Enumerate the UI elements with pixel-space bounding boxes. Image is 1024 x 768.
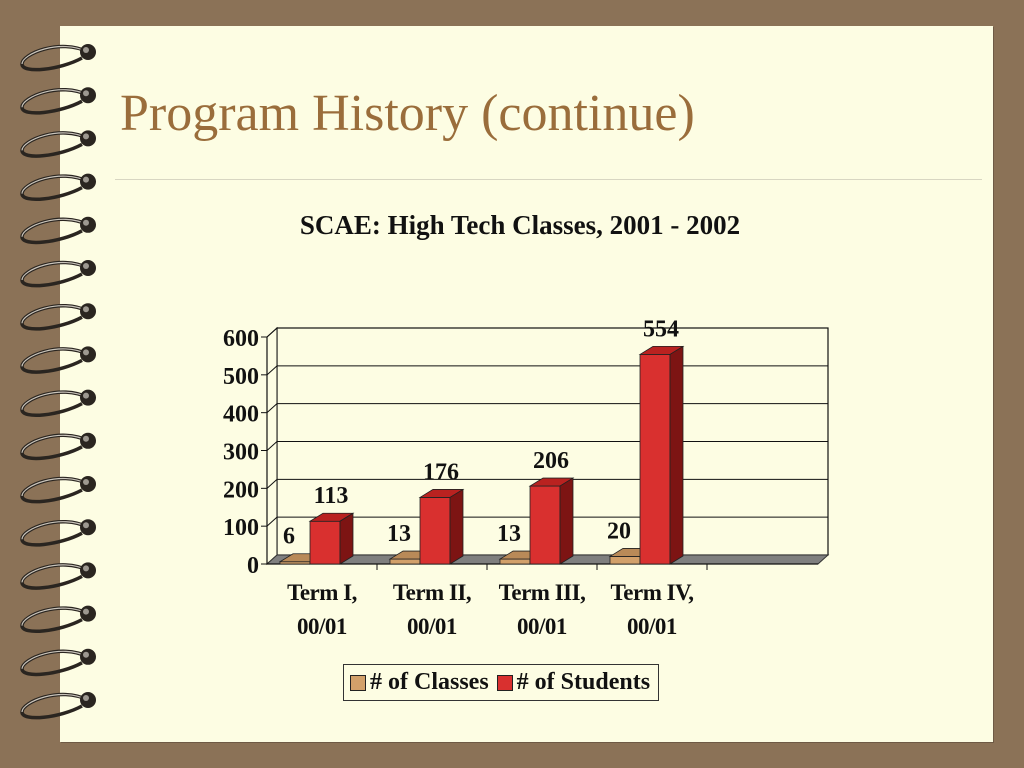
gridline-side <box>266 441 278 451</box>
data-label: 554 <box>643 316 679 342</box>
x-tick-label: Term III, 00/01 <box>499 580 586 639</box>
y-tick-label: 400 <box>223 402 259 428</box>
plot-area: 0 100 200 300 400 500 600 Term I, 00/01 6 113 Term … <box>223 316 830 639</box>
gridline-side <box>266 478 278 489</box>
data-label: 113 <box>314 483 349 509</box>
binding-ring <box>20 605 96 633</box>
legend-swatch-classes <box>350 674 366 691</box>
binding-ring <box>20 432 96 461</box>
data-label: 13 <box>387 521 411 547</box>
y-tick-label: 600 <box>223 326 259 352</box>
binding-ring <box>20 44 96 72</box>
binding-ring <box>20 476 96 504</box>
binding-ring <box>20 562 96 590</box>
y-tick-label: 300 <box>223 440 259 466</box>
gridline-side <box>266 365 278 376</box>
spiral-binding <box>20 44 96 720</box>
gridline-side <box>266 327 278 338</box>
binding-ring <box>20 130 96 158</box>
bar-students <box>528 477 575 565</box>
binding-ring <box>20 346 96 374</box>
slide-title: Program History (continue) <box>120 85 695 142</box>
legend-swatch-students <box>496 674 513 691</box>
legend-item-students: # of Students <box>496 669 651 696</box>
data-label: 6 <box>283 524 295 550</box>
x-tick-label: Term IV, 00/01 <box>611 580 694 639</box>
y-tick-label: 200 <box>223 477 259 503</box>
binding-ring <box>20 303 96 331</box>
legend-label-students: # of Students <box>516 669 651 695</box>
gridline-side <box>266 516 278 527</box>
x-tick-label: Term II, 00/01 <box>393 580 471 639</box>
binding-ring <box>20 519 96 547</box>
data-label: 20 <box>607 518 631 544</box>
binding-ring <box>20 87 96 115</box>
data-label: 206 <box>533 448 569 474</box>
binding-ring <box>20 216 96 245</box>
bar-students <box>638 345 685 565</box>
chart-title: SCAE: High Tech Classes, 2001 - 2002 <box>299 210 741 240</box>
title-divider <box>115 179 982 180</box>
chart-legend: # of Classes # of Students <box>343 664 660 701</box>
data-label: 13 <box>497 521 521 547</box>
binding-ring <box>20 260 96 288</box>
y-tick-label: 0 <box>247 553 259 579</box>
legend-item-classes: # of Classes <box>350 669 489 696</box>
data-label: 176 <box>423 459 459 485</box>
binding-ring <box>20 389 96 417</box>
legend-label-classes: # of Classes <box>370 669 489 695</box>
y-tick-label: 100 <box>223 515 259 541</box>
bar-students <box>308 512 355 565</box>
gridline-side <box>266 403 278 414</box>
binding-ring <box>20 173 96 201</box>
binding-ring <box>20 692 96 720</box>
binding-ring <box>20 648 96 677</box>
x-tick-label: Term I, 00/01 <box>287 580 357 639</box>
y-tick-label: 500 <box>223 364 259 390</box>
bar-students <box>418 488 465 565</box>
